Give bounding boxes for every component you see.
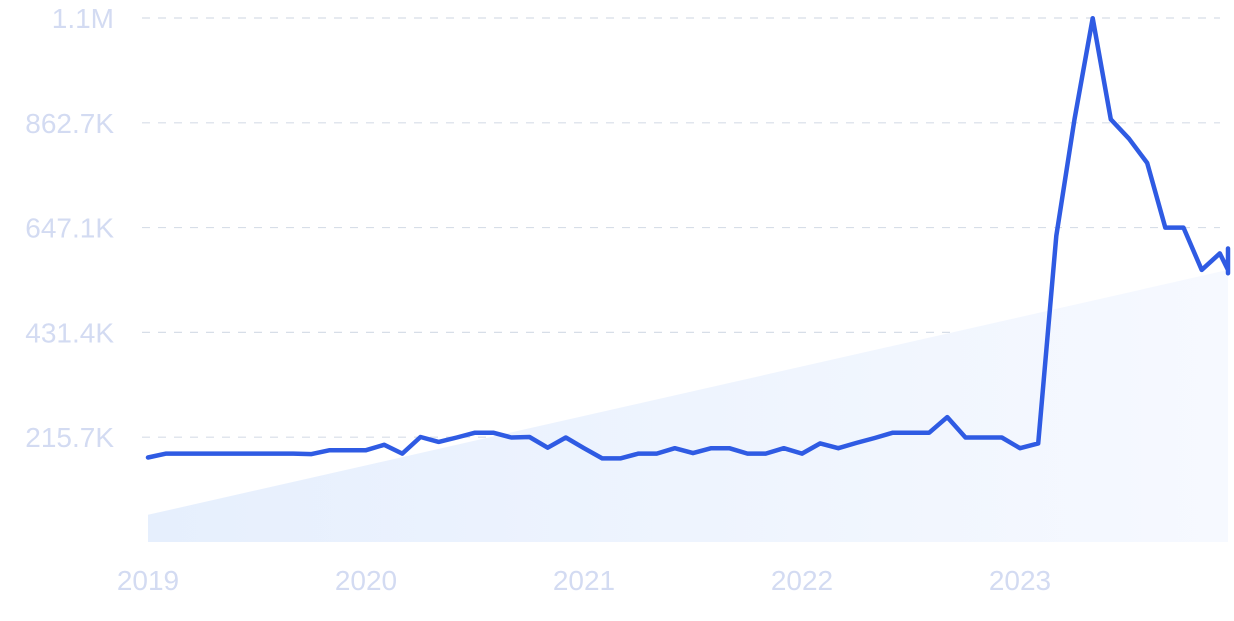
y-tick-label: 1.1M — [52, 3, 114, 34]
y-tick-label: 431.4K — [25, 317, 114, 348]
y-tick-label: 215.7K — [25, 422, 114, 453]
y-axis-ticks: 215.7K 431.4K 647.1K 862.7K 1.1M — [25, 3, 114, 453]
x-tick-label: 2019 — [117, 565, 179, 596]
y-tick-label: 647.1K — [25, 213, 114, 244]
trend-layer — [148, 270, 1228, 542]
x-tick-label: 2021 — [553, 565, 615, 596]
y-tick-label: 862.7K — [25, 108, 114, 139]
x-tick-label: 2022 — [771, 565, 833, 596]
trend-area — [148, 270, 1228, 542]
x-tick-label: 2023 — [989, 565, 1051, 596]
x-tick-label: 2020 — [335, 565, 397, 596]
x-axis-ticks: 2019 2020 2021 2022 2023 — [117, 565, 1051, 596]
